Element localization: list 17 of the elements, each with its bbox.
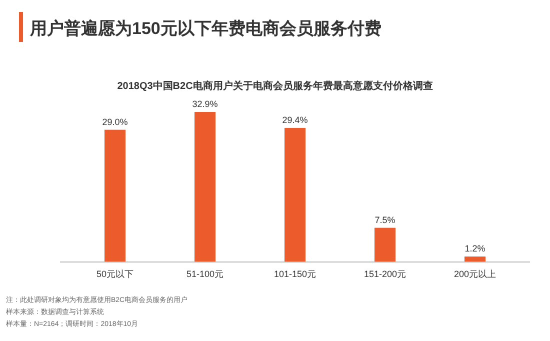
bar [284, 128, 306, 262]
data-label: 7.5% [374, 214, 396, 225]
x-tick-label: 151-200元 [364, 269, 406, 279]
chart-title: 用户普遍愿为150元以下年费电商会员服务付费 [29, 18, 382, 38]
bar [104, 130, 126, 262]
bar [374, 228, 396, 262]
data-label: 32.9% [192, 99, 218, 109]
data-label: 29.0% [102, 116, 128, 127]
chart-subtitle: 2018Q3中国B2C电商用户关于电商会员服务年费最高意愿支付价格调查 [117, 80, 433, 92]
bar [194, 112, 216, 262]
x-tick-label: 200元以上 [454, 269, 496, 279]
x-tick-label: 51-100元 [186, 269, 224, 279]
x-tick-label: 101-150元 [274, 269, 316, 279]
x-tick-label: 50元以下 [96, 269, 134, 279]
bar [464, 256, 486, 262]
data-label: 1.2% [464, 244, 486, 254]
data-label: 29.4% [282, 114, 308, 125]
